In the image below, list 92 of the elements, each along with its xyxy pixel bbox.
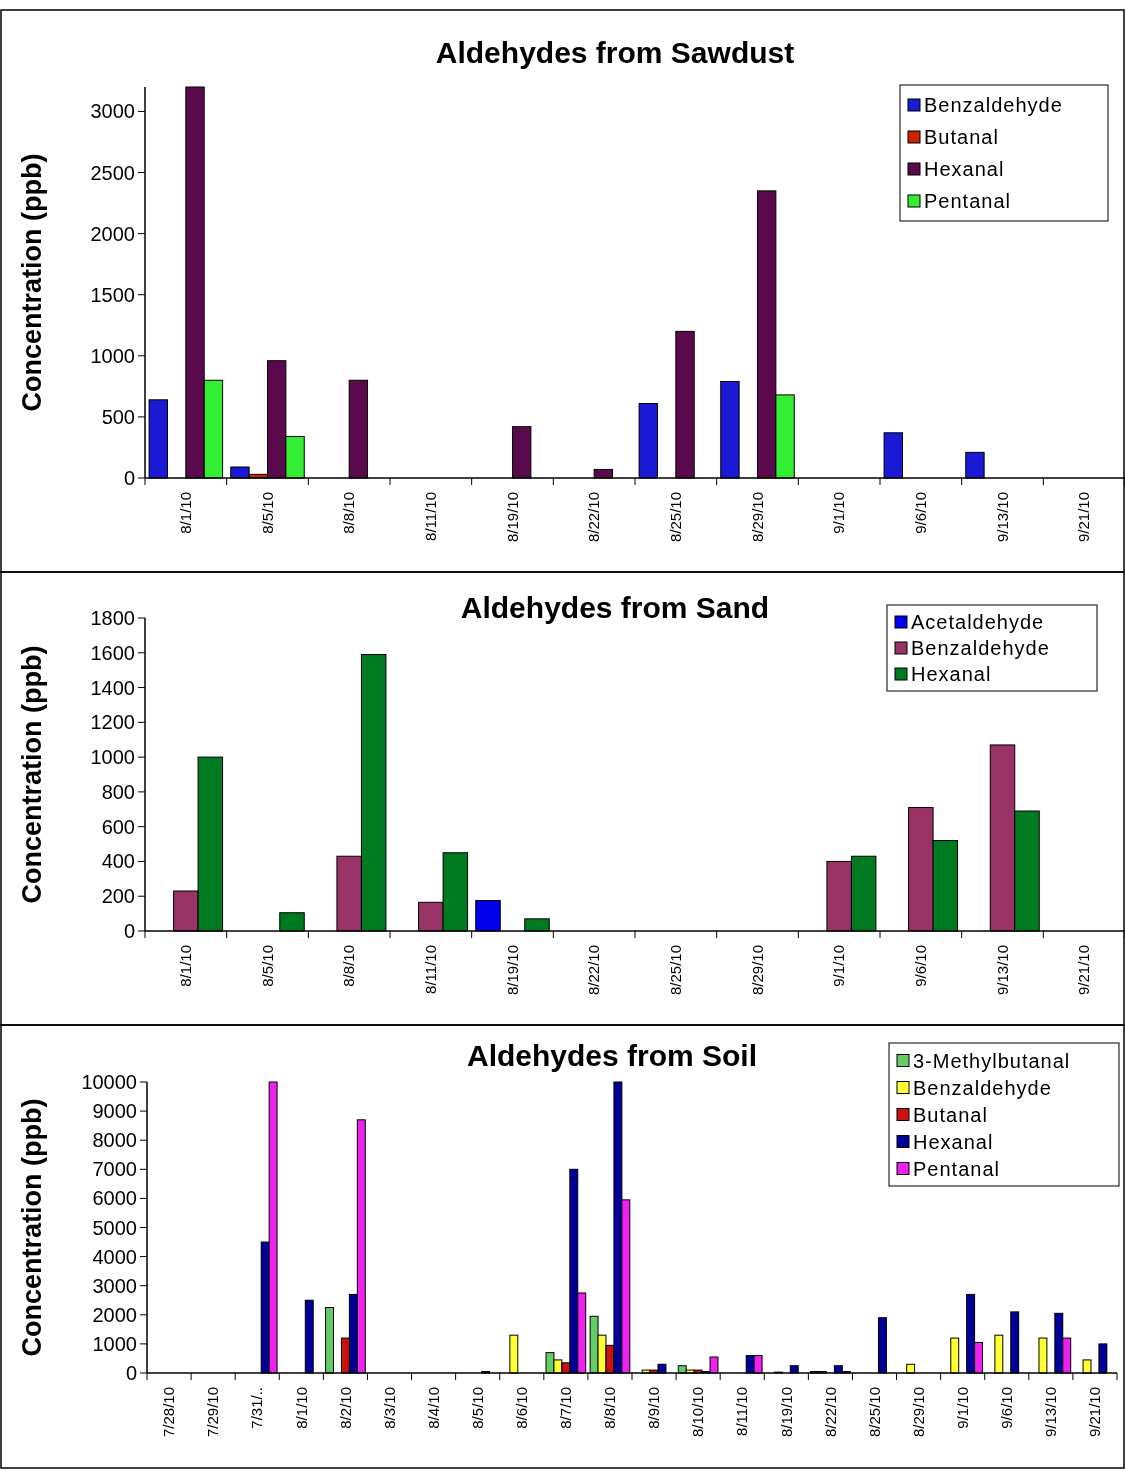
x-tick-label: 8/19/10 <box>777 1387 795 1438</box>
y-tick-label: 1800 <box>90 607 135 629</box>
x-tick-label: 8/25/10 <box>865 1387 883 1438</box>
legend-label: Hexanal <box>913 1130 994 1153</box>
x-tick-label: 8/1/10 <box>292 1387 310 1429</box>
x-tick-label: 8/22/10 <box>821 1387 839 1438</box>
legend-label: Hexanal <box>924 158 1005 180</box>
x-tick-label: 8/1/10 <box>177 492 195 534</box>
chart-title: Aldehydes from Sand <box>460 590 770 624</box>
x-tick-label: 9/13/10 <box>993 492 1011 543</box>
x-tick-label: 9/21/10 <box>1075 945 1093 996</box>
x-tick-label: 8/5/10 <box>258 492 276 534</box>
x-tick-label: 8/29/10 <box>748 945 766 996</box>
y-tick-label: 9000 <box>92 1100 137 1123</box>
x-tick-label: 8/8/10 <box>601 1387 619 1429</box>
chart-title: Aldehydes from Soil <box>466 1038 758 1072</box>
x-tick-label: 8/2/10 <box>336 1387 354 1429</box>
x-tick-label: 8/29/10 <box>909 1387 927 1438</box>
legend-label: Butanal <box>913 1103 988 1126</box>
legend-label: Pentanal <box>924 190 1011 212</box>
y-tick-label: 1200 <box>90 711 135 734</box>
x-tick-label: 9/6/10 <box>912 945 930 987</box>
y-tick-label: 1000 <box>90 746 135 769</box>
x-tick-label: 8/3/10 <box>380 1387 398 1429</box>
x-tick-label: 9/1/10 <box>830 492 848 534</box>
y-tick-label: 6000 <box>92 1187 137 1210</box>
x-tick-label: 9/1/10 <box>830 945 848 987</box>
x-tick-label: 8/19/10 <box>503 945 521 996</box>
x-tick-label: 9/13/10 <box>993 945 1011 996</box>
y-tick-label: 1600 <box>90 641 135 664</box>
x-tick-label: 8/11/10 <box>422 492 440 541</box>
x-tick-label: 8/7/10 <box>557 1387 575 1429</box>
x-tick-label: 9/1/10 <box>953 1387 971 1429</box>
y-tick-label: 1400 <box>90 676 135 699</box>
x-tick-label: 8/11/10 <box>733 1387 751 1436</box>
y-tick-label: 10000 <box>81 1071 137 1093</box>
y-tick-label: 5000 <box>92 1216 137 1239</box>
x-tick-label: 9/21/10 <box>1075 492 1093 543</box>
y-tick-label: 0 <box>123 920 135 942</box>
x-tick-label: 8/29/10 <box>748 492 766 543</box>
legend-label: 3-Methylbutanal <box>913 1049 1071 1072</box>
x-tick-label: 8/10/10 <box>689 1387 707 1438</box>
y-tick-label: 1000 <box>92 1332 137 1355</box>
y-axis-title: Concentration (ppb) <box>17 153 48 412</box>
y-tick-label: 0 <box>125 1362 137 1384</box>
x-tick-label: 9/6/10 <box>998 1387 1016 1429</box>
x-tick-label: 8/8/10 <box>340 945 358 987</box>
y-axis-title: Concentration (ppb) <box>17 645 48 904</box>
x-tick-label: 7/31/.. <box>248 1387 266 1429</box>
y-tick-label: 1000 <box>90 344 135 367</box>
y-tick-label: 3000 <box>90 100 135 123</box>
y-tick-label: 0 <box>123 467 135 489</box>
legend-label: Benzaldehyde <box>924 94 1063 116</box>
y-tick-label: 400 <box>101 850 135 873</box>
y-tick-label: 3000 <box>92 1274 137 1297</box>
y-tick-label: 600 <box>101 815 135 838</box>
legend-label: Pentanal <box>913 1157 1000 1180</box>
legend-label: Benzaldehyde <box>913 1076 1052 1099</box>
y-tick-label: 200 <box>101 885 135 908</box>
legend-label: Benzaldehyde <box>911 637 1050 659</box>
x-tick-label: 7/28/10 <box>160 1387 178 1438</box>
x-tick-label: 9/6/10 <box>912 492 930 534</box>
x-tick-label: 8/25/10 <box>667 492 685 543</box>
y-tick-label: 1500 <box>90 283 135 306</box>
legend-label: Hexanal <box>911 663 992 685</box>
x-tick-label: 9/21/10 <box>1086 1387 1104 1438</box>
y-axis-title: Concentration (ppb) <box>17 1098 48 1357</box>
x-tick-label: 8/4/10 <box>424 1387 442 1429</box>
y-tick-label: 2000 <box>92 1303 137 1326</box>
chart-title: Aldehydes from Sawdust <box>435 35 795 69</box>
x-tick-label: 8/1/10 <box>177 945 195 987</box>
x-tick-label: 8/9/10 <box>645 1387 663 1429</box>
y-tick-label: 8000 <box>92 1129 137 1152</box>
x-tick-label: 9/13/10 <box>1042 1387 1060 1438</box>
x-tick-label: 8/19/10 <box>503 492 521 543</box>
x-tick-label: 8/25/10 <box>667 945 685 996</box>
x-tick-label: 8/8/10 <box>340 492 358 534</box>
y-tick-label: 2500 <box>90 161 135 184</box>
x-tick-label: 8/22/10 <box>585 492 603 543</box>
x-tick-label: 8/11/10 <box>422 945 440 994</box>
x-tick-label: 8/6/10 <box>513 1387 531 1429</box>
y-tick-label: 800 <box>101 780 135 803</box>
y-tick-label: 2000 <box>90 222 135 245</box>
y-tick-label: 500 <box>101 405 135 428</box>
x-tick-label: 8/5/10 <box>468 1387 486 1429</box>
x-tick-label: 8/22/10 <box>585 945 603 996</box>
x-tick-label: 8/5/10 <box>258 945 276 987</box>
legend-label: Acetaldehyde <box>911 611 1045 633</box>
x-tick-label: 7/29/10 <box>204 1387 222 1438</box>
y-tick-label: 7000 <box>92 1158 137 1181</box>
y-tick-label: 4000 <box>92 1245 137 1268</box>
legend-label: Butanal <box>924 126 999 148</box>
